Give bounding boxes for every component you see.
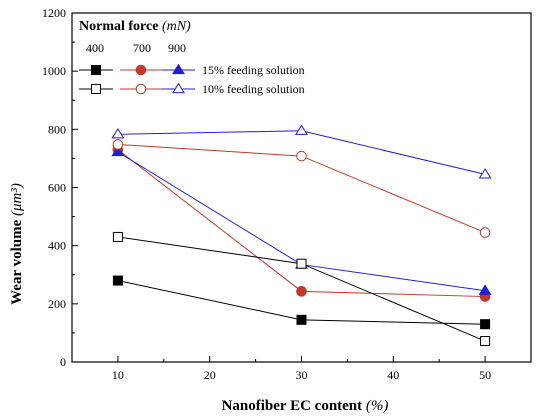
series-circle-filled <box>112 144 491 302</box>
data-point <box>296 150 307 162</box>
y-axis-title: Wear volume (μm³) <box>9 183 25 305</box>
legend-force-label: 400 <box>86 41 104 55</box>
data-point <box>296 286 307 297</box>
data-point <box>296 314 307 325</box>
data-point <box>111 145 125 157</box>
plot-frame <box>71 12 532 363</box>
x-tick-label: 30 <box>296 368 308 382</box>
y-tick-label: 400 <box>48 239 66 253</box>
data-point <box>479 227 491 238</box>
data-point <box>480 319 491 330</box>
legend-title: Normal force (mN) <box>79 19 191 34</box>
legend-marker <box>172 63 185 75</box>
data-point <box>112 139 124 150</box>
x-tick-label: 40 <box>387 368 399 382</box>
legend-row-label: 10% feeding solution <box>202 82 305 96</box>
data-point <box>296 258 307 269</box>
y-tick-label: 800 <box>48 122 66 136</box>
y-tick-label: 600 <box>48 181 66 195</box>
data-point <box>478 168 492 179</box>
x-axis-title: Nanofiber EC content (%) <box>222 398 389 414</box>
x-tick-label: 10 <box>112 368 124 382</box>
data-point <box>478 284 492 295</box>
legend-marker <box>135 83 147 95</box>
series-square-open <box>112 231 491 347</box>
data-point <box>295 124 308 135</box>
legend-marker <box>172 82 185 94</box>
series-line <box>117 151 486 292</box>
series-triangle-open <box>111 124 492 179</box>
series-circle-open <box>112 139 491 238</box>
data-point <box>112 231 123 242</box>
x-tick-label: 20 <box>204 368 216 382</box>
legend-force-label: 700 <box>133 41 151 55</box>
data-point <box>112 275 123 286</box>
series-line <box>117 149 486 298</box>
legend-row-label: 15% feeding solution <box>202 63 305 77</box>
legend-marker <box>135 64 147 76</box>
legend-force-label: 900 <box>168 41 186 55</box>
y-tick-label: 1200 <box>42 6 66 20</box>
y-tick-label: 0 <box>60 355 66 369</box>
y-tick-label: 200 <box>48 297 66 311</box>
x-tick-label: 50 <box>479 368 491 382</box>
data-point <box>480 336 491 347</box>
data-point <box>111 128 125 139</box>
legend-marker <box>91 65 101 75</box>
series-square-filled <box>112 275 491 330</box>
legend-marker <box>91 84 101 94</box>
series-triangle-filled <box>111 145 492 295</box>
y-tick-label: 1000 <box>42 64 66 78</box>
